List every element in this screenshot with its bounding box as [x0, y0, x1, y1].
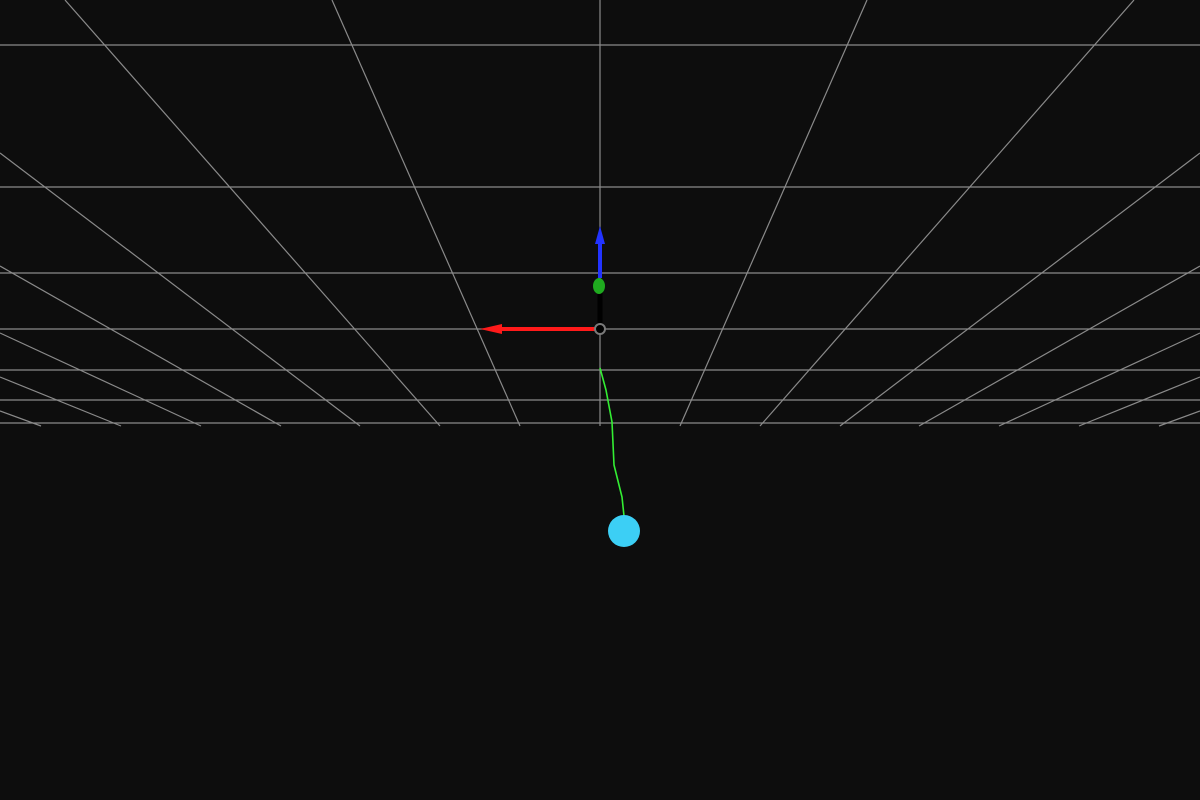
grid-line: [839, 152, 1200, 427]
grid-line: [759, 0, 1135, 427]
grid-line: [679, 0, 868, 427]
trajectory-path: [599, 367, 625, 517]
x-axis-arrowhead-icon: [480, 324, 502, 334]
sphere-marker-icon[interactable]: [608, 515, 640, 547]
grid-line: [918, 265, 1200, 427]
z-axis-arrowhead-icon: [595, 226, 605, 244]
grid-line: [0, 332, 202, 427]
grid-line: [0, 410, 42, 427]
grid-line: [0, 152, 361, 427]
coordinate-frame[interactable]: [480, 226, 606, 335]
grid-line: [0, 265, 282, 427]
grid-line: [0, 376, 122, 427]
origin-marker-icon: [594, 323, 606, 335]
grid-line: [1158, 410, 1200, 427]
grid-line: [998, 332, 1200, 427]
y-axis-arrowhead-icon: [593, 278, 605, 294]
grid-line: [64, 0, 441, 427]
grid-line: [1078, 376, 1200, 427]
grid-line: [331, 0, 521, 427]
